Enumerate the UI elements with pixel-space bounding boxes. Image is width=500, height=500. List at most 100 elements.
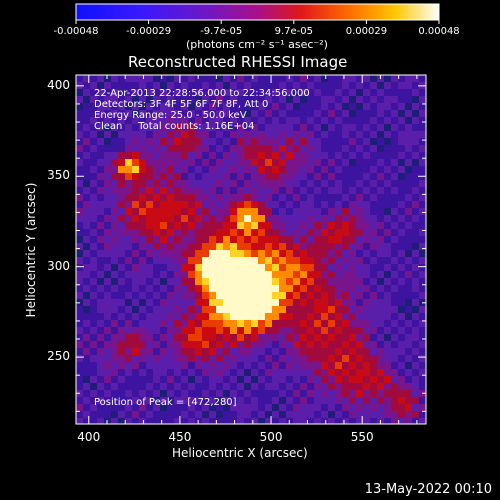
- heatmap-cell: [125, 285, 133, 293]
- heatmap-cell: [391, 257, 399, 265]
- heatmap-cell: [363, 110, 371, 118]
- heatmap-cell: [174, 355, 182, 363]
- heatmap-cell: [230, 411, 238, 419]
- heatmap-cell: [83, 383, 91, 391]
- heatmap-cell: [342, 341, 350, 349]
- heatmap-cell: [356, 278, 364, 286]
- heatmap-cell: [223, 243, 231, 251]
- heatmap-cell: [237, 82, 245, 90]
- heatmap-cell: [90, 264, 98, 272]
- heatmap-cell: [174, 215, 182, 223]
- heatmap-cell: [160, 159, 168, 167]
- heatmap-cell: [244, 110, 252, 118]
- heatmap-cell: [230, 334, 238, 342]
- heatmap-cell: [258, 341, 266, 349]
- heatmap-cell: [167, 110, 175, 118]
- heatmap-cell: [279, 152, 287, 160]
- heatmap-cell: [111, 292, 119, 300]
- heatmap-cell: [146, 145, 154, 153]
- heatmap-cell: [132, 236, 140, 244]
- heatmap-cell: [363, 348, 371, 356]
- heatmap-cell: [398, 341, 406, 349]
- heatmap-cell: [384, 292, 392, 300]
- heatmap-cell: [258, 222, 266, 230]
- heatmap-cell: [181, 173, 189, 181]
- heatmap-cell: [398, 89, 406, 97]
- heatmap-cell: [314, 89, 322, 97]
- heatmap-cell: [195, 138, 203, 146]
- heatmap-cell: [342, 201, 350, 209]
- heatmap-cell: [146, 194, 154, 202]
- heatmap-cell: [419, 341, 426, 349]
- heatmap-cell: [349, 313, 357, 321]
- heatmap-cell: [356, 236, 364, 244]
- heatmap-cell: [195, 418, 203, 424]
- heatmap-cell: [300, 264, 308, 272]
- heatmap-cell: [125, 96, 133, 104]
- heatmap-cell: [391, 397, 399, 405]
- heatmap-cell: [97, 292, 105, 300]
- heatmap-cell: [279, 173, 287, 181]
- heatmap-cell: [412, 383, 420, 391]
- heatmap-cell: [258, 250, 266, 258]
- heatmap-cell: [321, 103, 329, 111]
- heatmap-cell: [167, 229, 175, 237]
- heatmap-cell: [97, 159, 105, 167]
- heatmap-cell: [335, 278, 343, 286]
- heatmap-cell: [286, 166, 294, 174]
- heatmap-cell: [181, 306, 189, 314]
- heatmap-cell: [160, 152, 168, 160]
- heatmap-cell: [398, 257, 406, 265]
- heatmap-cell: [412, 397, 420, 405]
- heatmap-cell: [370, 159, 378, 167]
- heatmap-cell: [125, 208, 133, 216]
- heatmap-cell: [398, 278, 406, 286]
- heatmap-cell: [160, 194, 168, 202]
- heatmap-cell: [272, 110, 280, 118]
- heatmap-cell: [195, 404, 203, 412]
- heatmap-cell: [111, 110, 119, 118]
- heatmap-cell: [293, 222, 301, 230]
- heatmap-cell: [230, 131, 238, 139]
- heatmap-cell: [279, 404, 287, 412]
- heatmap-cell: [132, 299, 140, 307]
- heatmap-cell: [412, 250, 420, 258]
- heatmap-cell: [314, 348, 322, 356]
- heatmap-cell: [356, 369, 364, 377]
- heatmap-cell: [83, 103, 91, 111]
- heatmap-cell: [370, 341, 378, 349]
- heatmap-cell: [307, 285, 315, 293]
- heatmap-cell: [419, 103, 426, 111]
- heatmap-cell: [314, 327, 322, 335]
- heatmap-cell: [146, 390, 154, 398]
- heatmap-cell: [405, 390, 413, 398]
- heatmap-cell: [244, 362, 252, 370]
- heatmap-cell: [279, 138, 287, 146]
- heatmap-cell: [153, 383, 161, 391]
- heatmap-cell: [272, 278, 280, 286]
- heatmap-cell: [349, 376, 357, 384]
- colorbar-tick-label: -0.00029: [126, 26, 172, 37]
- heatmap-cell: [160, 348, 168, 356]
- heatmap-cell: [286, 390, 294, 398]
- heatmap-cell: [307, 208, 315, 216]
- heatmap-cell: [398, 334, 406, 342]
- heatmap-cell: [230, 187, 238, 195]
- heatmap-cell: [370, 145, 378, 153]
- heatmap-cell: [412, 404, 420, 412]
- heatmap-cell: [251, 152, 259, 160]
- heatmap-cell: [209, 257, 217, 265]
- heatmap-cell: [132, 292, 140, 300]
- heatmap-cell: [195, 313, 203, 321]
- heatmap-cell: [335, 306, 343, 314]
- heatmap-cell: [167, 383, 175, 391]
- heatmap-cell: [230, 222, 238, 230]
- heatmap-cell: [76, 124, 84, 132]
- heatmap-cell: [230, 124, 238, 132]
- heatmap-cell: [132, 82, 140, 90]
- heatmap-cell: [188, 201, 196, 209]
- heatmap-cell: [314, 166, 322, 174]
- heatmap-cell: [258, 404, 266, 412]
- heatmap-cell: [370, 229, 378, 237]
- heatmap-cell: [111, 96, 119, 104]
